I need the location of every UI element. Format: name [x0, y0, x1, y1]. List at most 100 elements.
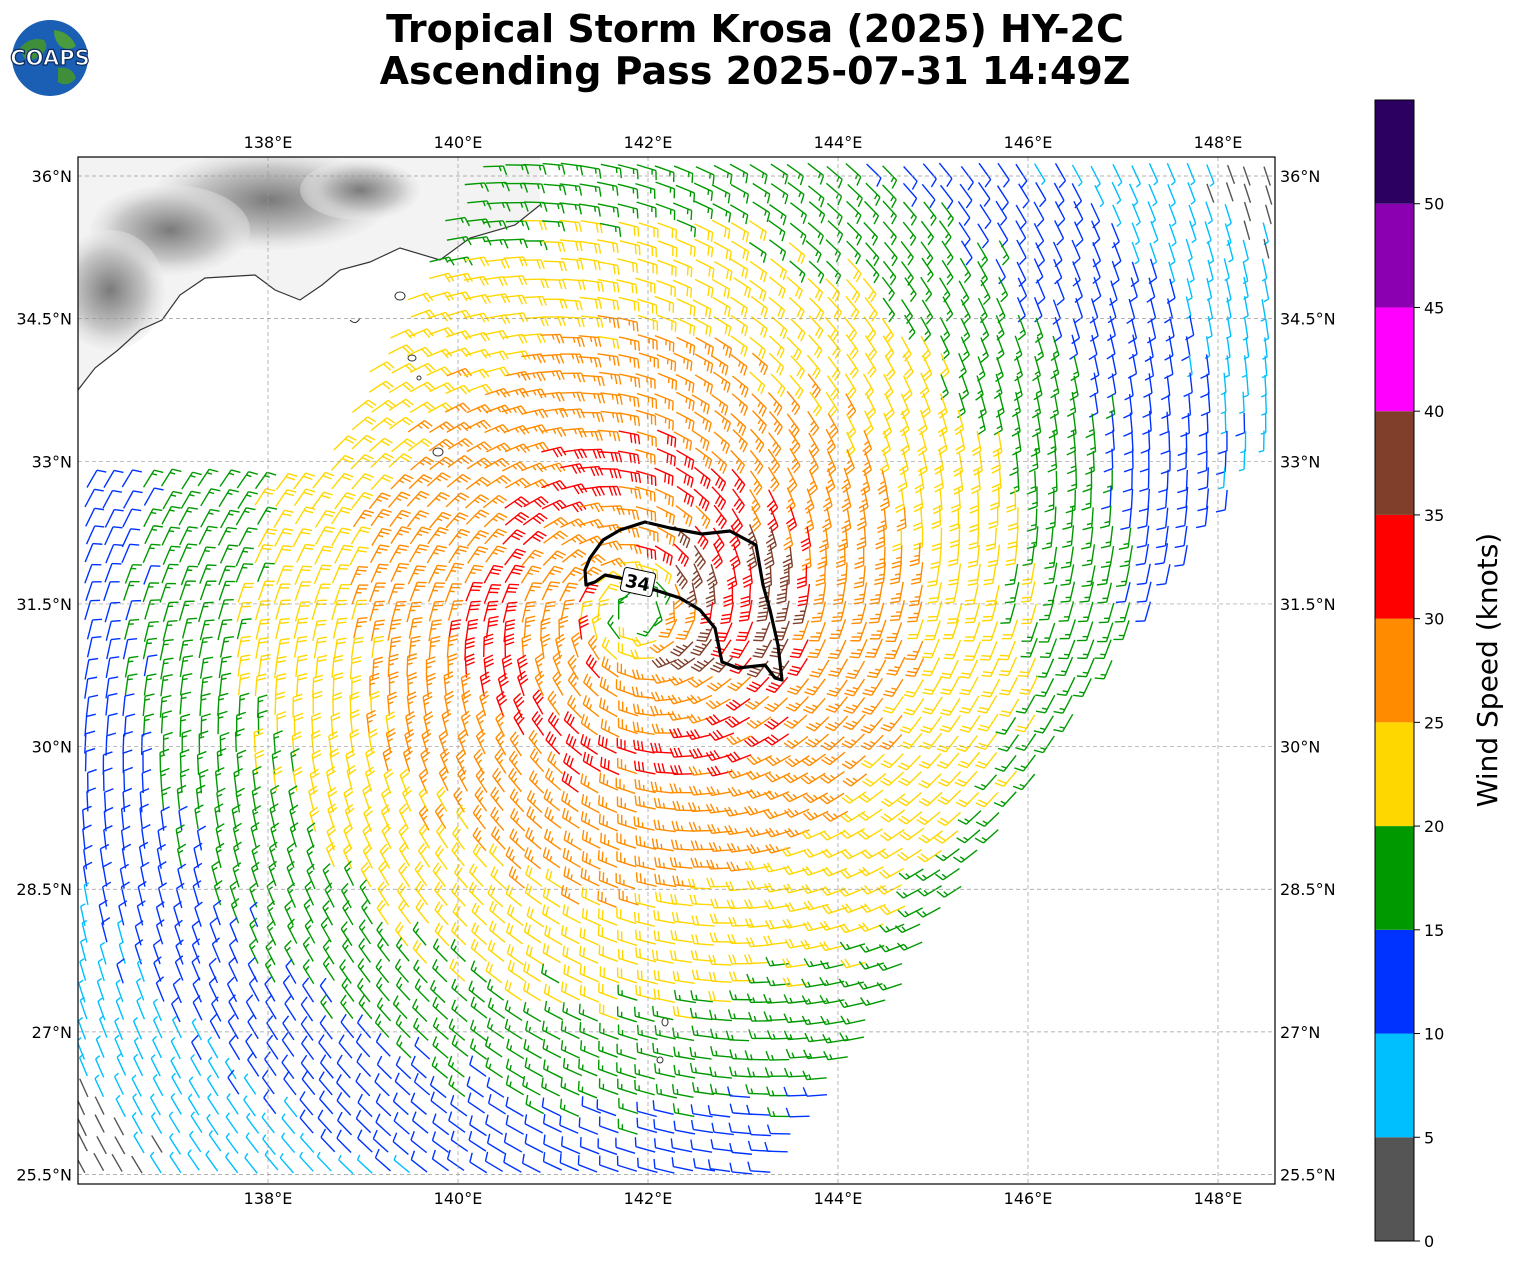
wind-barb — [692, 317, 712, 337]
wind-barb — [693, 466, 711, 489]
wind-barb — [875, 525, 886, 550]
wind-barb — [85, 525, 105, 545]
logo-text: COAPS — [10, 46, 89, 70]
wind-barb — [521, 388, 547, 399]
wind-barb — [808, 260, 825, 284]
wind-barb — [1033, 201, 1045, 227]
wind-barb — [466, 457, 492, 470]
wind-barb — [1111, 222, 1120, 249]
wind-barb — [749, 449, 764, 475]
wind-barb — [1176, 486, 1189, 510]
wind-barb — [446, 367, 472, 378]
wind-barb — [1136, 525, 1150, 549]
wind-barb — [559, 202, 582, 215]
wind-barb — [618, 296, 640, 312]
wind-barb — [846, 278, 861, 304]
wind-barb — [931, 527, 943, 552]
wind-barb — [980, 337, 989, 363]
wind-barb — [502, 294, 527, 305]
wind-barb — [600, 392, 623, 405]
wind-barb — [884, 354, 896, 381]
wind-barb — [409, 581, 427, 602]
wind-barb — [635, 544, 657, 560]
wind-barb — [824, 316, 839, 341]
wind-barb — [1033, 163, 1046, 186]
wind-barb — [960, 374, 970, 401]
wind-barb — [675, 564, 688, 590]
wind-barb — [541, 427, 567, 438]
wind-barb — [882, 165, 898, 189]
wind-barb — [617, 595, 628, 620]
wind-barb — [447, 272, 473, 283]
wind-barb — [1081, 527, 1094, 550]
wind-barb — [711, 278, 731, 299]
wind-barb — [84, 599, 101, 621]
wind-barb — [257, 580, 275, 601]
lat-tick-label: 28.5°N — [16, 880, 72, 899]
lat-tick-label: 30°N — [1280, 738, 1320, 757]
wind-barb — [351, 473, 375, 490]
wind-barb — [390, 328, 416, 339]
lat-tick-label: 27°N — [32, 1023, 72, 1042]
wind-barb — [913, 526, 924, 551]
wind-barb — [1097, 582, 1113, 604]
wind-barb — [790, 355, 805, 380]
wind-barb — [501, 461, 528, 472]
wind-barb — [655, 203, 676, 221]
wind-barb — [504, 182, 529, 193]
wind-barb — [465, 348, 491, 359]
lon-tick-label: 146°E — [1004, 133, 1053, 152]
wind-barb — [1107, 297, 1117, 324]
wind-barb — [770, 183, 789, 205]
wind-barb — [749, 260, 768, 283]
wind-barb — [560, 162, 584, 176]
wind-barb — [466, 529, 489, 547]
wind-barb — [542, 278, 567, 290]
wind-barb — [1111, 181, 1122, 205]
wind-barb — [992, 432, 1003, 458]
wind-barb — [103, 581, 120, 601]
wind-barb — [1100, 525, 1114, 549]
wind-barb — [523, 163, 547, 175]
wind-barb — [502, 601, 518, 623]
wind-barb — [483, 600, 499, 622]
wind-barb — [845, 334, 859, 359]
wind-barb — [691, 394, 710, 415]
wind-barb — [351, 416, 377, 431]
wind-barb — [1126, 298, 1136, 325]
wind-barb — [370, 508, 392, 527]
wind-barb — [619, 373, 641, 388]
wind-barb — [1074, 277, 1083, 303]
wind-barb — [448, 528, 471, 546]
wind-barb — [907, 601, 923, 623]
wind-barb — [619, 469, 642, 484]
wind-barb — [1164, 335, 1174, 361]
wind-barb — [427, 526, 449, 545]
map-frame-bg — [78, 157, 1275, 1184]
wind-barb — [273, 583, 291, 604]
wind-barb — [504, 564, 525, 583]
wind-barb — [543, 183, 567, 196]
wind-barb — [912, 506, 923, 531]
lat-tick-label: 28.5°N — [1280, 880, 1336, 899]
wind-barb — [1035, 181, 1047, 208]
wind-barb — [467, 200, 492, 210]
wind-barb — [1128, 183, 1139, 207]
wind-barb — [675, 467, 694, 488]
wind-barb — [599, 371, 622, 385]
wind-barb — [1188, 260, 1195, 283]
wind-barb — [1119, 545, 1133, 568]
wind-barb — [1015, 220, 1027, 246]
wind-barb — [1032, 355, 1041, 382]
wind-barb — [749, 336, 766, 360]
wind-barb — [1225, 182, 1234, 202]
wind-barb — [580, 411, 605, 423]
wind-barb — [792, 620, 810, 640]
wind-barb — [1092, 258, 1101, 285]
wind-barb — [826, 260, 842, 285]
wind-barb — [921, 299, 934, 325]
wind-barb — [618, 430, 641, 445]
wind-barb — [877, 469, 888, 495]
wind-barb — [447, 599, 464, 621]
